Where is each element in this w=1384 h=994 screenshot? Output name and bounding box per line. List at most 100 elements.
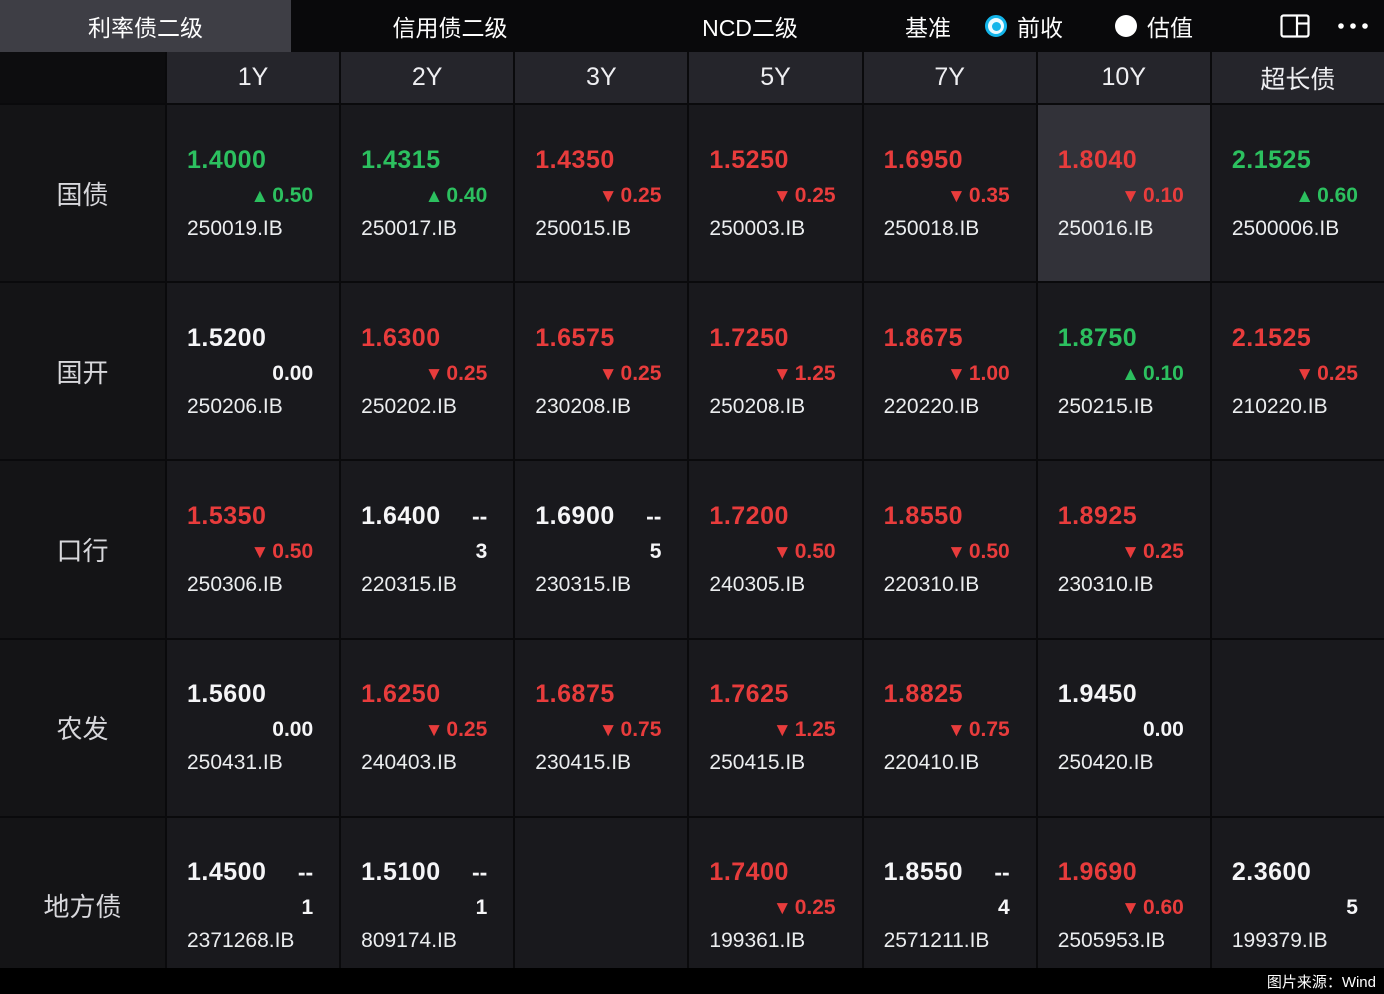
benchmark-radios: 前收 估值 — [985, 9, 1193, 43]
quote-cell[interactable]: 2.1525 ▼ 0.25 210220.IB — [1211, 283, 1384, 460]
quote-cell[interactable]: 1.5250 ▼ 0.25 250003.IB — [689, 105, 862, 282]
change-value: ▼ 0.25 — [772, 183, 836, 207]
change-value: ▼ 0.25 — [1121, 539, 1184, 563]
quote-cell[interactable]: 1.4350 ▼ 0.25 250015.IB — [515, 105, 688, 282]
quote-cell[interactable]: 1.6250 ▼ 0.25 240403.IB — [341, 639, 514, 816]
quote-cell[interactable]: 1.4500 -- 1 2371268.IB — [167, 817, 340, 994]
bond-code: 250431.IB — [187, 751, 283, 775]
quote-cell[interactable]: 1.8040 ▼ 0.10 250016.IB — [1037, 105, 1210, 282]
down-arrow-icon: ▼ — [947, 185, 966, 207]
quote-cell[interactable]: 1.9450 0.00 250420.IB — [1037, 639, 1210, 816]
change-value: 5 — [649, 539, 662, 563]
yield-value: 1.5100 — [361, 858, 441, 887]
layout-grid-icon[interactable] — [1280, 14, 1310, 38]
down-arrow-icon: ▼ — [1121, 185, 1140, 207]
row-treasury: 国债 — [0, 105, 165, 282]
table-row: 地方债 1.4500 -- 1 2371268.IB 1.5100 -- 1 809174.IB… — [0, 817, 1384, 994]
quote-cell[interactable]: 1.8675 ▼ 1.00 220220.IB — [863, 283, 1036, 460]
bond-code: 220220.IB — [883, 394, 980, 418]
no-quote-dash: -- — [471, 502, 488, 529]
quote-cell[interactable]: 1.6950 ▼ 0.35 250018.IB — [863, 105, 1036, 282]
yield-value: 2.3600 — [1231, 858, 1312, 887]
down-arrow-icon: ▼ — [250, 541, 270, 563]
quote-cell[interactable]: 1.8925 ▼ 0.25 230310.IB — [1037, 461, 1210, 638]
no-quote-dash: -- — [471, 859, 488, 886]
quote-cell[interactable]: 1.9690 ▼ 0.60 2505953.IB — [1037, 817, 1210, 994]
down-arrow-icon: ▼ — [947, 363, 966, 385]
tab-credit-bond-secondary[interactable]: 信用债二级 — [392, 15, 508, 41]
down-arrow-icon: ▼ — [1295, 363, 1315, 385]
change-value: 0.00 — [1142, 718, 1184, 742]
bond-code: 199361.IB — [709, 929, 806, 953]
quote-cell[interactable]: 1.4000 ▲ 0.50 250019.IB — [167, 105, 340, 282]
quote-cell[interactable]: 1.8825 ▼ 0.75 220410.IB — [863, 639, 1036, 816]
change-value: 4 — [998, 896, 1010, 920]
yield-value: 1.9690 — [1057, 858, 1138, 887]
quote-cell[interactable]: 1.7625 ▼ 1.25 250415.IB — [689, 639, 862, 816]
change-value: ▲ 0.60 — [1295, 183, 1358, 207]
yield-value: 1.5600 — [187, 680, 267, 709]
column-header-10y: 10Y — [1037, 52, 1210, 103]
radio-valuation[interactable]: 估值 — [1115, 9, 1193, 43]
quote-cell[interactable]: 1.5200 0.00 250206.IB — [167, 283, 340, 460]
bond-code: 250003.IB — [709, 216, 806, 240]
more-options-icon[interactable] — [1336, 21, 1370, 31]
yield-value: 1.4350 — [535, 145, 615, 174]
down-arrow-icon: ▼ — [772, 898, 792, 920]
quote-cell[interactable]: 1.5600 0.00 250431.IB — [167, 639, 340, 816]
change-value: 0.00 — [272, 361, 314, 385]
quote-cell[interactable]: 1.5350 ▼ 0.50 250306.IB — [167, 461, 340, 638]
quote-cell[interactable]: 1.7400 ▼ 0.25 199361.IB — [689, 817, 862, 994]
quote-cell[interactable]: 1.7200 ▼ 0.50 240305.IB — [689, 461, 862, 638]
quote-cell[interactable]: 1.6575 ▼ 0.25 230208.IB — [515, 283, 688, 460]
quote-cell[interactable]: 1.5100 -- 1 809174.IB — [341, 817, 514, 994]
change-value: 0.00 — [272, 718, 314, 742]
change-value: ▼ 0.25 — [424, 718, 488, 742]
table-row: 农发 1.5600 0.00 250431.IB 1.6250 ▼ 0.25 240403.I… — [0, 639, 1384, 816]
quote-cell[interactable]: 1.6900 -- 5 230315.IB — [515, 461, 688, 638]
bond-code: 250215.IB — [1057, 394, 1154, 418]
quote-cell[interactable]: 1.6400 -- 3 220315.IB — [341, 461, 514, 638]
change-value: ▲ 0.40 — [424, 183, 488, 207]
quote-cell[interactable]: 2.1525 ▲ 0.60 2500006.IB — [1211, 105, 1384, 282]
down-arrow-icon: ▼ — [772, 541, 792, 563]
down-arrow-icon: ▼ — [424, 720, 444, 742]
yield-value: 1.7625 — [709, 680, 789, 709]
tab-ncd-secondary[interactable]: NCD二级 — [702, 15, 798, 41]
radio-prev-close[interactable]: 前收 — [985, 9, 1063, 43]
change-value: ▼ 1.25 — [772, 718, 836, 742]
benchmark-label: 基准 — [905, 15, 951, 41]
no-quote-dash: -- — [994, 859, 1010, 886]
quote-cell[interactable]: 1.8550 ▼ 0.50 220310.IB — [863, 461, 1036, 638]
bond-code: 250208.IB — [709, 394, 806, 418]
change-value: ▼ 0.25 — [424, 361, 488, 385]
yield-value: 1.4315 — [361, 145, 441, 174]
quote-cell[interactable]: 1.7250 ▼ 1.25 250208.IB — [689, 283, 862, 460]
quote-cell[interactable]: 1.8550 -- 4 2571211.IB — [863, 817, 1036, 994]
yield-value: 1.8040 — [1057, 145, 1138, 174]
quote-cell[interactable]: 1.4315 ▲ 0.40 250017.IB — [341, 105, 514, 282]
row-adbc: 农发 — [0, 639, 165, 816]
image-source-label: 图片来源：Wind — [1266, 973, 1376, 991]
yield-value: 1.6300 — [361, 323, 441, 352]
down-arrow-icon: ▼ — [1121, 898, 1140, 920]
change-value: 5 — [1346, 896, 1358, 920]
yield-value: 1.7250 — [709, 323, 789, 352]
change-value: ▲ 0.50 — [250, 183, 314, 207]
bond-code: 809174.IB — [361, 929, 457, 953]
tab-rate-bond-secondary[interactable]: 利率债二级 — [0, 0, 291, 52]
bond-code: 250415.IB — [709, 751, 806, 775]
quote-cell[interactable]: 2.3600 5 199379.IB — [1211, 817, 1384, 994]
quote-cell[interactable]: 1.8750 ▲ 0.10 250215.IB — [1037, 283, 1210, 460]
yield-value: 1.6250 — [361, 680, 441, 709]
table-row: 国债 1.4000 ▲ 0.50 250019.IB 1.4315 ▲ 0.40 250017.… — [0, 105, 1384, 282]
bond-code: 2571211.IB — [883, 929, 990, 953]
footer-bar: 图片来源：Wind — [0, 968, 1384, 994]
quote-cell[interactable]: 1.6300 ▼ 0.25 250202.IB — [341, 283, 514, 460]
change-value: ▼ 0.75 — [947, 718, 1010, 742]
down-arrow-icon: ▼ — [947, 720, 966, 742]
table-row: 口行 1.5350 ▼ 0.50 250306.IB 1.6400 -- 3 220315.IB… — [0, 461, 1384, 638]
column-header-3y: 3Y — [515, 52, 688, 103]
quote-cell[interactable]: 1.6875 ▼ 0.75 230415.IB — [515, 639, 688, 816]
bond-code: 2505953.IB — [1057, 929, 1166, 953]
